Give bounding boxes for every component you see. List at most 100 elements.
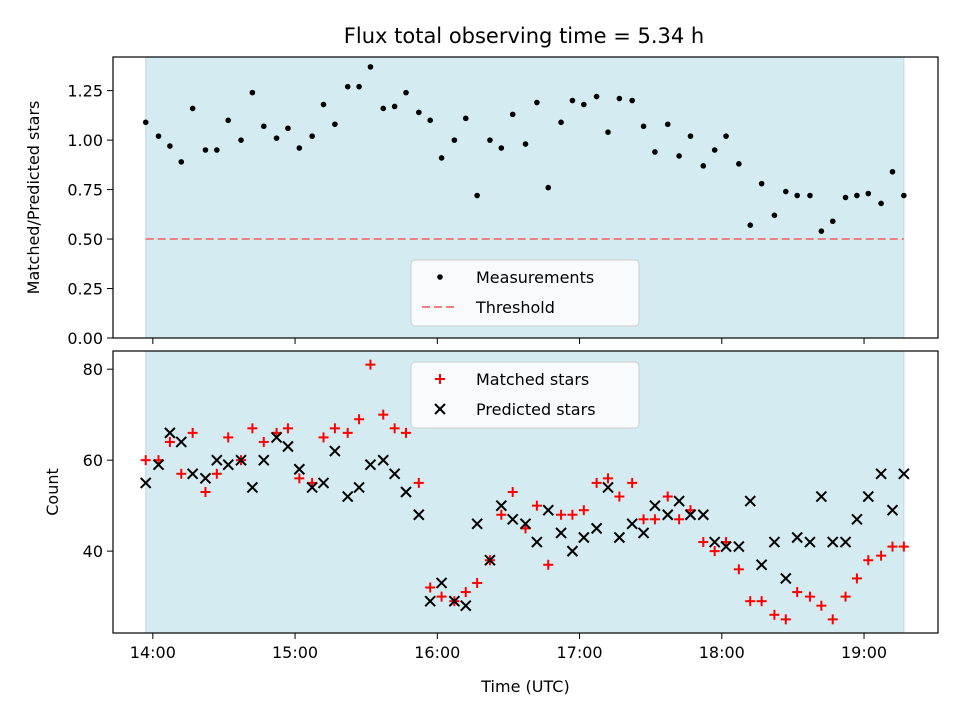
measurement-point bbox=[487, 137, 493, 143]
matched-star-point bbox=[282, 423, 293, 434]
matched-star-point bbox=[662, 491, 673, 502]
measurement-point bbox=[309, 133, 315, 139]
predicted-star-point bbox=[602, 481, 614, 494]
y-tick-label: 1.25 bbox=[67, 82, 103, 101]
matched-star-point bbox=[223, 432, 234, 443]
predicted-star-point bbox=[282, 440, 294, 453]
predicted-star-point bbox=[235, 454, 247, 466]
matched-star-point bbox=[840, 591, 851, 602]
predicted-star-point bbox=[555, 527, 567, 539]
measurement-point bbox=[534, 99, 540, 106]
predicted-star-point bbox=[684, 509, 697, 521]
matched-star-point bbox=[649, 514, 660, 525]
measurement-point bbox=[438, 155, 445, 161]
measurement-point bbox=[451, 137, 458, 143]
predicted-star-point bbox=[566, 545, 579, 557]
x-axis-label: Time (UTC) bbox=[480, 677, 569, 696]
matched-star-point bbox=[425, 582, 436, 593]
measurement-point bbox=[878, 200, 884, 207]
predicted-star-point bbox=[755, 559, 768, 571]
matched-star-point bbox=[756, 596, 767, 607]
matched-star-point bbox=[627, 477, 638, 488]
predicted-star-point bbox=[413, 509, 425, 521]
matched-star-point bbox=[354, 414, 365, 425]
measurement-point bbox=[818, 228, 825, 234]
matched-star-point bbox=[745, 596, 756, 607]
measurement-point bbox=[332, 121, 338, 128]
matched-star-point bbox=[816, 600, 827, 611]
measurement-point bbox=[569, 97, 576, 104]
measurement-point bbox=[249, 89, 256, 96]
predicted-star-point bbox=[531, 536, 543, 548]
predicted-star-point bbox=[152, 459, 165, 471]
measurement-point bbox=[652, 149, 658, 155]
measurement-point bbox=[640, 123, 647, 130]
matched-star-point bbox=[638, 514, 649, 525]
measurement-point bbox=[700, 163, 707, 169]
matched-star-point bbox=[827, 614, 838, 625]
predicted-star-point bbox=[506, 513, 519, 525]
matched-star-point bbox=[436, 591, 447, 602]
predicted-star-point bbox=[780, 572, 792, 585]
predicted-star-point bbox=[637, 527, 650, 539]
x-tick-label: 16:00 bbox=[414, 643, 460, 662]
predicted-star-point bbox=[353, 481, 365, 494]
matched-star-point bbox=[804, 591, 815, 602]
matched-star-point bbox=[294, 473, 305, 484]
predicted-star-point bbox=[862, 490, 875, 503]
legend-measurement-marker bbox=[437, 274, 443, 280]
star-count-panel: 40 60 80 14:00 15:00 16:00 17:00 18:00 19:00 Coun… bbox=[43, 350, 939, 696]
matched-star-point bbox=[898, 541, 909, 552]
measurement-point bbox=[581, 101, 587, 108]
y-tick-label: 0.00 bbox=[67, 329, 103, 348]
predicted-star-point bbox=[662, 509, 674, 521]
predicted-star-point bbox=[768, 536, 781, 548]
predicted-star-point bbox=[400, 486, 412, 498]
predicted-star-point bbox=[258, 454, 270, 466]
predicted-star-point bbox=[733, 540, 745, 553]
legend-label: Measurements bbox=[476, 268, 594, 287]
predicted-star-point bbox=[388, 468, 401, 480]
predicted-star-point bbox=[246, 481, 259, 494]
measurement-point bbox=[344, 83, 351, 90]
measurement-point bbox=[462, 115, 469, 122]
matched-star-point bbox=[863, 555, 874, 566]
predicted-star-point bbox=[424, 595, 436, 607]
measurement-point bbox=[723, 133, 729, 139]
y-tick-label: 60 bbox=[83, 451, 103, 470]
measurement-point bbox=[285, 125, 291, 132]
matched-star-point bbox=[258, 436, 269, 447]
y-tick-label: 40 bbox=[83, 542, 103, 561]
matched-star-point bbox=[378, 409, 389, 420]
predicted-star-point bbox=[460, 600, 472, 612]
predicted-star-point bbox=[720, 540, 732, 553]
legend: Matched stars Predicted stars bbox=[410, 361, 640, 429]
legend-label: Threshold bbox=[475, 298, 555, 317]
x-tick-label: 15:00 bbox=[272, 643, 318, 662]
plot-frame bbox=[112, 56, 939, 339]
y-axis-label: Matched/Predicted stars bbox=[24, 101, 43, 295]
predicted-star-point bbox=[222, 459, 234, 471]
x-tick-label: 17:00 bbox=[556, 643, 602, 662]
matched-star-point bbox=[460, 587, 471, 598]
legend-predicted-marker bbox=[434, 403, 446, 415]
measurement-point bbox=[605, 129, 611, 135]
matched-star-point bbox=[176, 468, 187, 479]
chart-title: Flux total observing time = 5.34 h bbox=[344, 24, 704, 48]
legend-box bbox=[410, 259, 640, 327]
predicted-star-point bbox=[435, 577, 448, 589]
predicted-star-point bbox=[175, 436, 187, 448]
plot-frame bbox=[112, 350, 939, 634]
y-axis-label: Count bbox=[43, 468, 62, 516]
measurement-point bbox=[273, 135, 280, 141]
measurement-point bbox=[238, 137, 244, 143]
predicted-star-point bbox=[270, 431, 283, 444]
measurement-point bbox=[391, 103, 398, 110]
matched-star-point bbox=[876, 550, 887, 561]
predicted-star-point bbox=[186, 468, 199, 480]
predicted-star-point bbox=[791, 531, 803, 544]
measurement-point bbox=[498, 145, 505, 151]
matched-star-point bbox=[342, 427, 353, 438]
legend: Measurements Threshold bbox=[410, 259, 640, 327]
matched-star-point bbox=[674, 514, 685, 525]
